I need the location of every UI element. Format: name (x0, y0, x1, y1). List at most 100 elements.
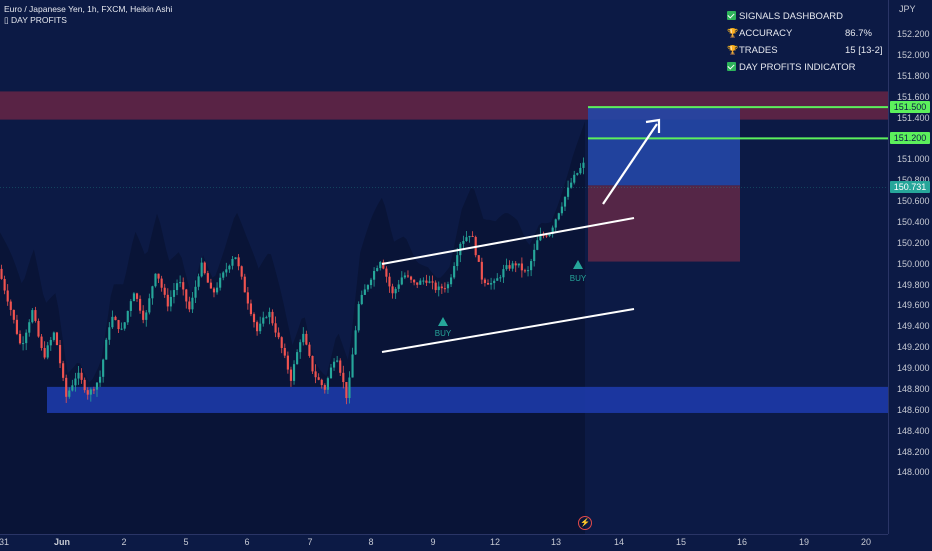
candle (77, 372, 80, 379)
trophy-icon: 🏆 (727, 45, 739, 55)
candle (446, 284, 450, 289)
candle (89, 389, 92, 395)
candle (508, 265, 511, 269)
candle (240, 266, 243, 277)
candle (425, 280, 428, 283)
candle (385, 268, 388, 277)
price-tick: 151.000 (897, 154, 930, 165)
candle (95, 382, 99, 390)
candle (366, 285, 370, 290)
candle (530, 261, 533, 271)
candle (409, 276, 413, 280)
candle (231, 258, 234, 266)
candle (317, 377, 320, 380)
signals-dashboard: SIGNALS DASHBOARD 🏆ACCURACY 86.7% 🏆TRADE… (727, 8, 887, 76)
candle (369, 279, 373, 286)
candle (18, 333, 22, 344)
candle (132, 293, 136, 302)
candle (249, 303, 253, 315)
indicator-row: DAY PROFITS INDICATOR (727, 59, 887, 76)
candle (449, 277, 453, 285)
chart-area[interactable]: BUY BUY Euro / Japanese Yen, 1h, FXCM, He… (0, 0, 888, 534)
candle (493, 280, 496, 284)
candle (443, 288, 446, 290)
candle (74, 378, 77, 386)
price-tick: 150.800 (897, 175, 930, 186)
chart-legend: Euro / Japanese Yen, 1h, FXCM, Heikin As… (4, 4, 172, 26)
price-tick: 149.000 (897, 363, 930, 374)
candle (296, 352, 299, 365)
symbol-title[interactable]: Euro / Japanese Yen, 1h, FXCM, Heikin As… (4, 4, 173, 14)
channel-upper-line[interactable] (381, 217, 635, 265)
price-tick: 149.400 (897, 321, 930, 332)
price-tick: 150.000 (897, 258, 930, 269)
candle (182, 282, 185, 290)
candle (274, 323, 277, 333)
candle (329, 367, 333, 379)
candle (554, 219, 557, 228)
candle (219, 277, 222, 288)
candle (280, 337, 283, 348)
candle (397, 284, 400, 289)
candle (188, 301, 191, 310)
candle (422, 280, 425, 282)
candle (0, 268, 3, 279)
candle (206, 273, 209, 283)
candle (43, 348, 46, 358)
indicator-cloud (0, 121, 585, 534)
price-tick: 148.400 (897, 425, 930, 436)
price-tick: 151.800 (897, 70, 930, 81)
channel-lower-line[interactable] (381, 308, 635, 353)
price-axis[interactable]: JPY 152.200 152.000 151.800 151.600 151.400 1… (888, 0, 932, 534)
price-chart[interactable]: BUY BUY (0, 0, 888, 534)
candle (505, 265, 508, 270)
candle (166, 294, 169, 307)
candle (345, 382, 348, 399)
candle (37, 320, 40, 337)
current-price-label: 150.731 (890, 181, 930, 194)
candle (49, 339, 52, 346)
candle (65, 377, 68, 397)
candle (416, 282, 419, 285)
time-tick: 9 (430, 537, 436, 547)
indicator-title[interactable]: DAY PROFITS (11, 15, 67, 25)
candle (34, 310, 37, 321)
trades-row: 🏆TRADES 15 [13-2] (727, 42, 887, 59)
target-price-label-2: 151.500 (890, 101, 930, 114)
time-tick: 20 (860, 537, 872, 547)
lightning-icon[interactable]: ⚡ (578, 516, 592, 530)
candle (440, 286, 443, 289)
candle (305, 333, 308, 345)
candle (548, 234, 551, 237)
target-price-label-1: 151.200 (890, 132, 930, 145)
buy-signal-icon (438, 317, 448, 326)
time-axis[interactable]: 31 Jun 2 5 6 7 8 9 12 13 14 15 16 19 20 (0, 534, 888, 551)
candle (105, 339, 108, 360)
candle (191, 297, 194, 310)
price-tick: 149.200 (897, 342, 930, 353)
candle (323, 385, 326, 390)
candle (579, 167, 582, 174)
candle (551, 227, 554, 235)
check-icon (727, 62, 736, 71)
candle (566, 187, 570, 197)
candle (222, 272, 225, 278)
candle (252, 314, 256, 323)
candle (351, 354, 354, 378)
candle (265, 317, 268, 319)
candle (22, 343, 25, 345)
candle (434, 282, 437, 291)
dashboard-header: SIGNALS DASHBOARD (727, 8, 887, 25)
candle (120, 328, 123, 330)
candle (339, 360, 342, 373)
candle (46, 345, 49, 358)
time-tick: 5 (183, 537, 189, 547)
candle (523, 270, 527, 272)
candle (570, 182, 573, 188)
candle (292, 364, 296, 381)
price-tick: 149.800 (897, 279, 930, 290)
time-tick: 2 (121, 537, 127, 547)
time-tick: 8 (368, 537, 374, 547)
trend-arrow[interactable] (602, 118, 661, 205)
accuracy-row: 🏆ACCURACY 86.7% (727, 25, 887, 42)
